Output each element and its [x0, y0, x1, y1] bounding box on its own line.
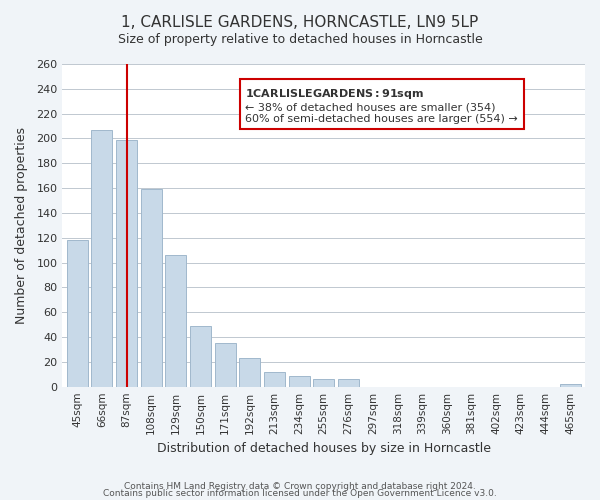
Bar — [239, 358, 260, 386]
Bar — [289, 376, 310, 386]
Bar — [91, 130, 112, 386]
Bar — [560, 384, 581, 386]
Text: Contains public sector information licensed under the Open Government Licence v3: Contains public sector information licen… — [103, 488, 497, 498]
X-axis label: Distribution of detached houses by size in Horncastle: Distribution of detached houses by size … — [157, 442, 491, 455]
Bar — [215, 343, 236, 386]
Bar — [264, 372, 285, 386]
Text: Size of property relative to detached houses in Horncastle: Size of property relative to detached ho… — [118, 32, 482, 46]
Bar — [338, 379, 359, 386]
Text: Contains HM Land Registry data © Crown copyright and database right 2024.: Contains HM Land Registry data © Crown c… — [124, 482, 476, 491]
Text: $\bf{1 CARLISLE GARDENS: 91sqm}$
← 38% of detached houses are smaller (354)
60% : $\bf{1 CARLISLE GARDENS: 91sqm}$ ← 38% o… — [245, 86, 518, 124]
Bar — [190, 326, 211, 386]
Bar — [313, 379, 334, 386]
Bar — [141, 190, 161, 386]
Y-axis label: Number of detached properties: Number of detached properties — [15, 127, 28, 324]
Bar — [116, 140, 137, 386]
Text: 1, CARLISLE GARDENS, HORNCASTLE, LN9 5LP: 1, CARLISLE GARDENS, HORNCASTLE, LN9 5LP — [121, 15, 479, 30]
Bar — [67, 240, 88, 386]
Bar — [166, 255, 187, 386]
